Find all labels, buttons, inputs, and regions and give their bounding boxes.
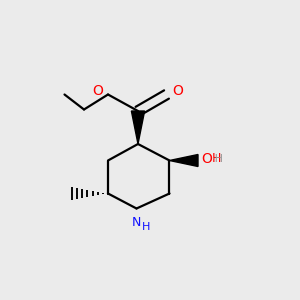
Polygon shape — [131, 111, 145, 144]
Text: ·H: ·H — [212, 154, 224, 164]
Text: O: O — [201, 152, 212, 166]
Text: H: H — [212, 152, 221, 165]
Text: O: O — [172, 85, 183, 98]
Text: O: O — [92, 85, 103, 98]
Polygon shape — [169, 154, 198, 166]
Text: H: H — [142, 222, 150, 232]
Text: N: N — [132, 215, 141, 229]
